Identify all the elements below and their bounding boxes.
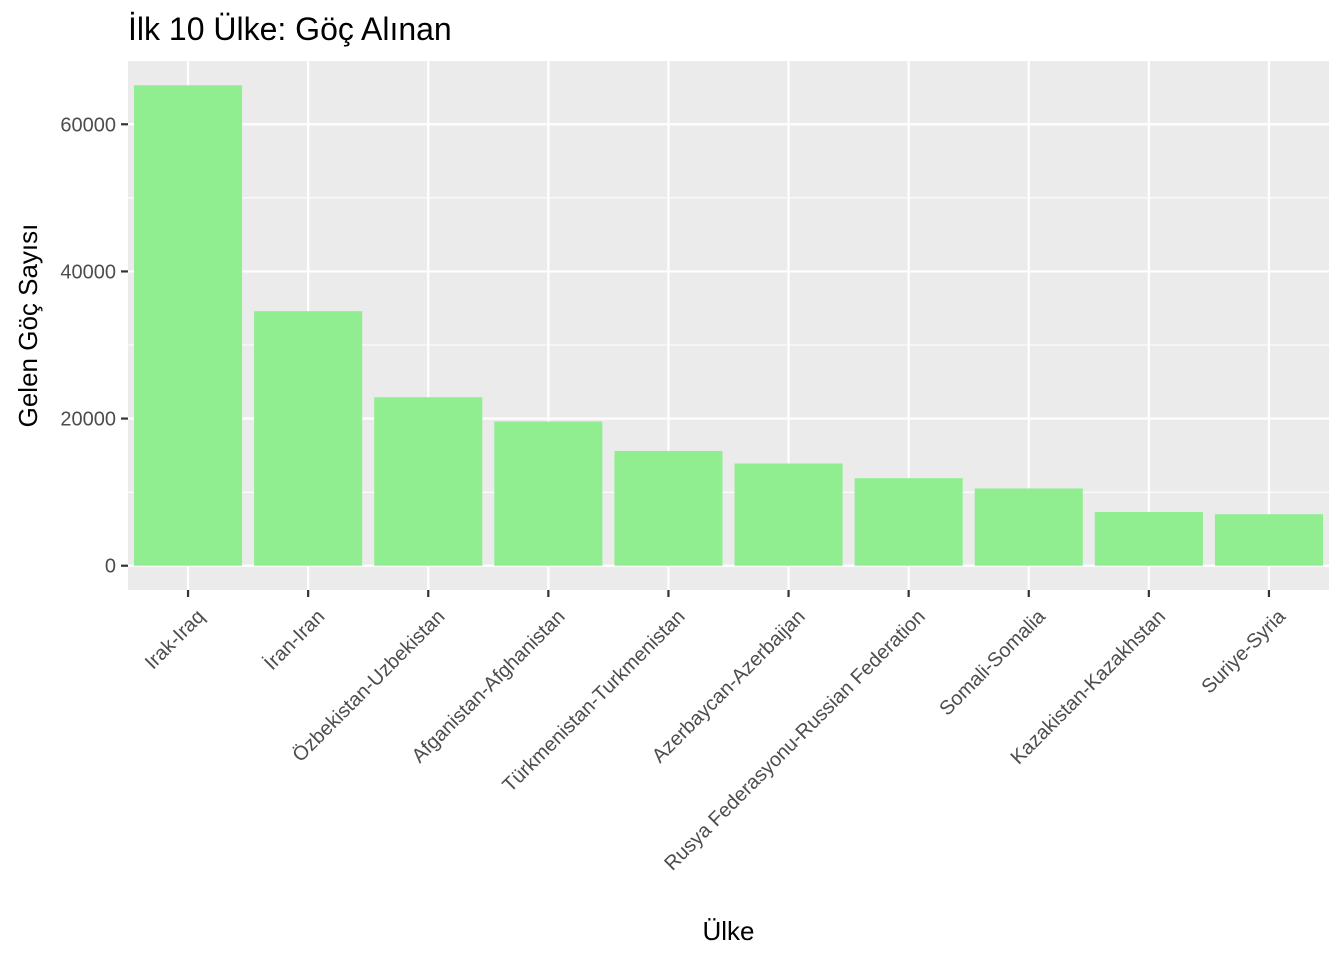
- bar: [254, 311, 363, 566]
- bar: [614, 450, 723, 566]
- x-tick-label: Somali-Somalia: [935, 605, 1050, 720]
- bar: [134, 85, 243, 566]
- chart-title: İlk 10 Ülke: Göç Alınan: [128, 11, 452, 47]
- y-tick-label: 60000: [60, 114, 116, 136]
- bar: [374, 397, 483, 566]
- bar: [1094, 512, 1203, 566]
- y-axis-title: Gelen Göç Sayısı: [13, 224, 43, 428]
- x-tick-label: Suriye-Syria: [1198, 605, 1291, 698]
- x-tick-label: Rusya Federasyonu-Russian Federation: [660, 606, 929, 875]
- bar: [974, 488, 1083, 566]
- x-tick-label: Irak-Iraq: [141, 606, 209, 674]
- x-axis-title: Ülke: [702, 916, 754, 946]
- y-axis: 0 20000 40000 60000: [60, 114, 128, 578]
- bar: [1214, 514, 1323, 566]
- x-tick-label: İran-Iran: [260, 605, 330, 675]
- bar: [854, 478, 963, 566]
- x-axis: Irak-Iraq İran-IranÖzbekistan-UzbekistanA…: [141, 590, 1291, 875]
- y-tick-label: 0: [105, 556, 116, 578]
- y-tick-label: 40000: [60, 261, 116, 283]
- y-tick-label: 20000: [60, 409, 116, 431]
- bar: [494, 421, 603, 566]
- bar: [734, 463, 843, 566]
- bars: [134, 85, 1323, 566]
